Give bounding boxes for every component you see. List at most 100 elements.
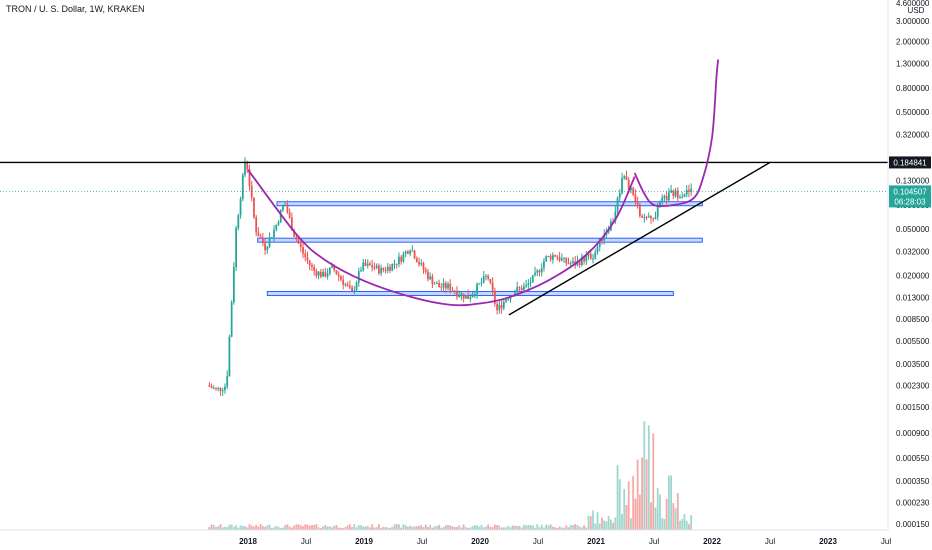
volume-bar (623, 489, 626, 530)
volume-bar (210, 524, 213, 530)
candle-body (224, 386, 226, 391)
candle-body (371, 265, 374, 268)
candle-body (674, 190, 677, 196)
price-tick-label: 0.050000 (896, 225, 930, 234)
volume-bar (690, 515, 693, 530)
candle-body (623, 176, 626, 179)
volume-bar (654, 507, 657, 530)
candle-body (308, 260, 311, 265)
volume-bars (208, 421, 693, 530)
volume-bar (331, 527, 333, 530)
volume-bar (502, 527, 505, 530)
candle-body (621, 178, 623, 194)
candle-body (375, 265, 378, 268)
volume-bar (634, 498, 637, 530)
volume-bar (578, 526, 581, 530)
candle-body (683, 194, 686, 197)
time-tick-label: Jul (881, 537, 891, 546)
candle-body (348, 285, 351, 288)
candle-body (545, 256, 548, 262)
candle-body (295, 236, 298, 240)
candle-body (311, 264, 313, 267)
volume-bar (313, 525, 316, 530)
candle-body (665, 195, 668, 201)
candle-body (290, 217, 293, 231)
volume-bar (364, 526, 367, 530)
candle-body (431, 276, 434, 285)
volume-bar (554, 527, 557, 530)
candle-body (630, 187, 632, 191)
ascending-trendline (508, 161, 771, 316)
volume-bar (215, 527, 217, 530)
candle-body (306, 257, 309, 261)
volume-bar (534, 527, 536, 530)
candle-body (420, 263, 423, 265)
candle-body (418, 262, 420, 265)
candle-body (583, 256, 586, 262)
volume-bar (228, 524, 231, 530)
candle-body (464, 295, 467, 299)
candle-body (395, 263, 398, 265)
candle-body (482, 276, 485, 283)
volume-bar (632, 475, 635, 530)
candle-body (618, 193, 621, 198)
candle-body (380, 268, 383, 274)
volume-bar (232, 527, 235, 530)
volume-bar (567, 527, 570, 530)
candle-body (351, 287, 354, 292)
volume-bar (348, 524, 351, 530)
candle-body (449, 283, 452, 291)
volume-bar (464, 527, 467, 530)
volume-bar (386, 527, 389, 530)
volume-bar (344, 527, 347, 530)
volume-bar (596, 512, 599, 530)
volume-bar (609, 519, 612, 530)
volume-bar (487, 524, 490, 530)
volume-bar (661, 518, 664, 530)
volume-bar (500, 527, 503, 530)
volume-bar (531, 525, 534, 530)
volume-bar (304, 524, 307, 530)
volume-bar (317, 527, 320, 530)
candle-body (304, 253, 307, 258)
candle-body (625, 176, 628, 180)
resistance-price-label: 0.184841 (893, 158, 927, 167)
candle-body (556, 256, 559, 258)
volume-bar (433, 526, 436, 530)
volume-bar (540, 524, 543, 530)
candle-body (656, 204, 659, 217)
resistance-price-tag (889, 156, 931, 169)
candle-body (279, 209, 282, 223)
price-tick-label: 0.001500 (896, 403, 930, 412)
volume-bar (569, 524, 572, 530)
volume-bar (585, 527, 588, 530)
volume-bar (295, 524, 298, 530)
volume-bar (427, 527, 429, 530)
volume-bar (525, 525, 528, 530)
candle-body (543, 261, 545, 269)
candle-body (433, 283, 436, 285)
volume-bar (511, 525, 514, 530)
candle-body (453, 290, 456, 292)
volume-bar (594, 523, 597, 530)
candle-body (261, 237, 264, 244)
candle-body (413, 250, 416, 259)
candle-body (551, 255, 554, 260)
volume-bar (277, 526, 280, 530)
volume-bar (442, 527, 445, 530)
candle-body (685, 189, 688, 195)
candle-body (235, 228, 238, 268)
volume-bar (638, 494, 641, 530)
candle-body (654, 216, 657, 220)
candle-body (297, 239, 300, 244)
volume-bar (244, 526, 246, 530)
price-tick-label: 0.500000 (896, 108, 930, 117)
volume-bar (346, 525, 349, 530)
candle-body (634, 194, 637, 202)
candle-body (317, 271, 320, 276)
candle-body (275, 224, 278, 230)
volume-bar (460, 527, 463, 530)
